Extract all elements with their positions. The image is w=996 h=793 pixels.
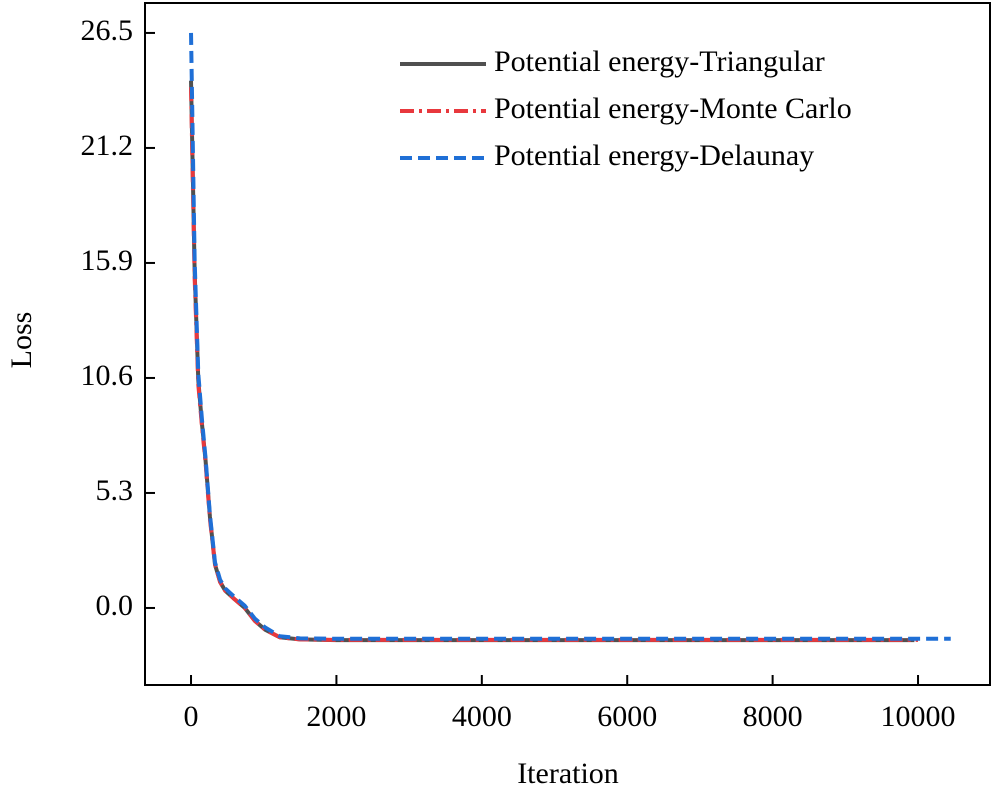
y-axis-label: Loss: [5, 312, 38, 369]
legend-label: Potential energy-Triangular: [494, 45, 825, 78]
y-tick-label: 26.5: [81, 14, 134, 47]
legend-label: Potential energy-Delaunay: [494, 139, 814, 172]
y-tick-label: 15.9: [81, 244, 134, 277]
x-tick-label: 2000: [306, 700, 366, 733]
y-tick-label: 5.3: [96, 474, 134, 507]
x-tick-label: 6000: [597, 700, 657, 733]
y-tick-label: 0.0: [96, 589, 134, 622]
x-tick-label: 10000: [881, 700, 956, 733]
y-tick-label: 10.6: [81, 359, 134, 392]
x-tick-label: 8000: [743, 700, 803, 733]
series-line: [189, 32, 951, 641]
y-tick-label: 21.2: [81, 129, 134, 162]
plot-frame: [144, 2, 991, 686]
x-tick-label: 0: [184, 700, 199, 733]
x-tick-label: 4000: [452, 700, 512, 733]
legend-label: Potential energy-Monte Carlo: [494, 92, 852, 125]
x-axis-label: Iteration: [517, 757, 619, 790]
